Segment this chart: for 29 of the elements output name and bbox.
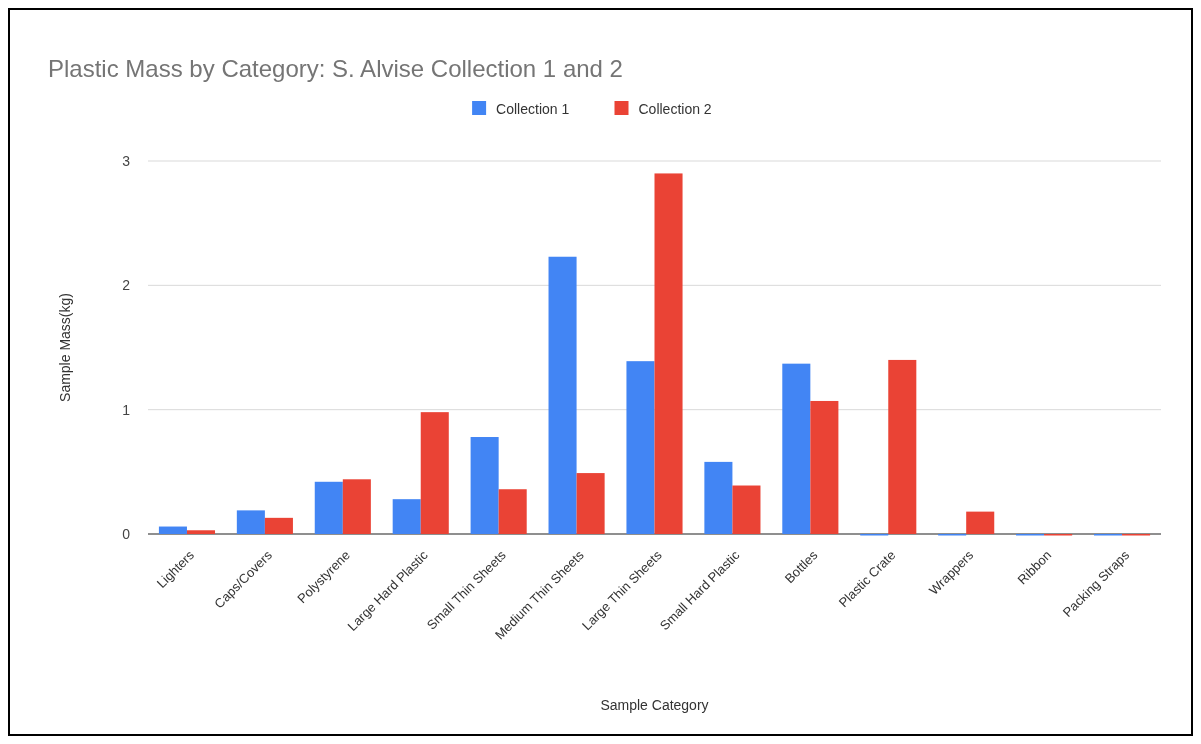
bar	[264, 517, 293, 534]
y-tick-label: 2	[122, 277, 131, 294]
y-tick-label: 3	[122, 152, 131, 169]
bar	[626, 361, 655, 534]
bar	[186, 530, 216, 534]
bar	[498, 489, 527, 534]
bar	[732, 485, 761, 534]
bar	[576, 473, 605, 534]
y-axis-title: Sample Mass(kg)	[57, 293, 73, 402]
chart-title: Plastic Mass by Category: S. Alvise Collection 1 and 2	[48, 55, 623, 82]
bar	[392, 499, 421, 534]
x-axis-title: Sample Category	[600, 697, 709, 713]
bar	[314, 481, 343, 534]
bar	[236, 510, 265, 534]
bar	[810, 400, 839, 534]
bar	[704, 461, 733, 534]
bar	[420, 412, 449, 534]
bar	[548, 256, 577, 534]
bar	[654, 173, 683, 534]
bar	[782, 363, 811, 534]
legend-label: Collection 1	[496, 100, 570, 117]
bar	[342, 479, 371, 534]
y-tick-label: 0	[122, 525, 131, 542]
bar	[888, 359, 917, 534]
bar	[158, 526, 187, 534]
legend-label: Collection 2	[638, 100, 712, 117]
bar	[470, 437, 499, 534]
bar	[966, 511, 995, 534]
y-tick-label: 1	[122, 401, 131, 418]
